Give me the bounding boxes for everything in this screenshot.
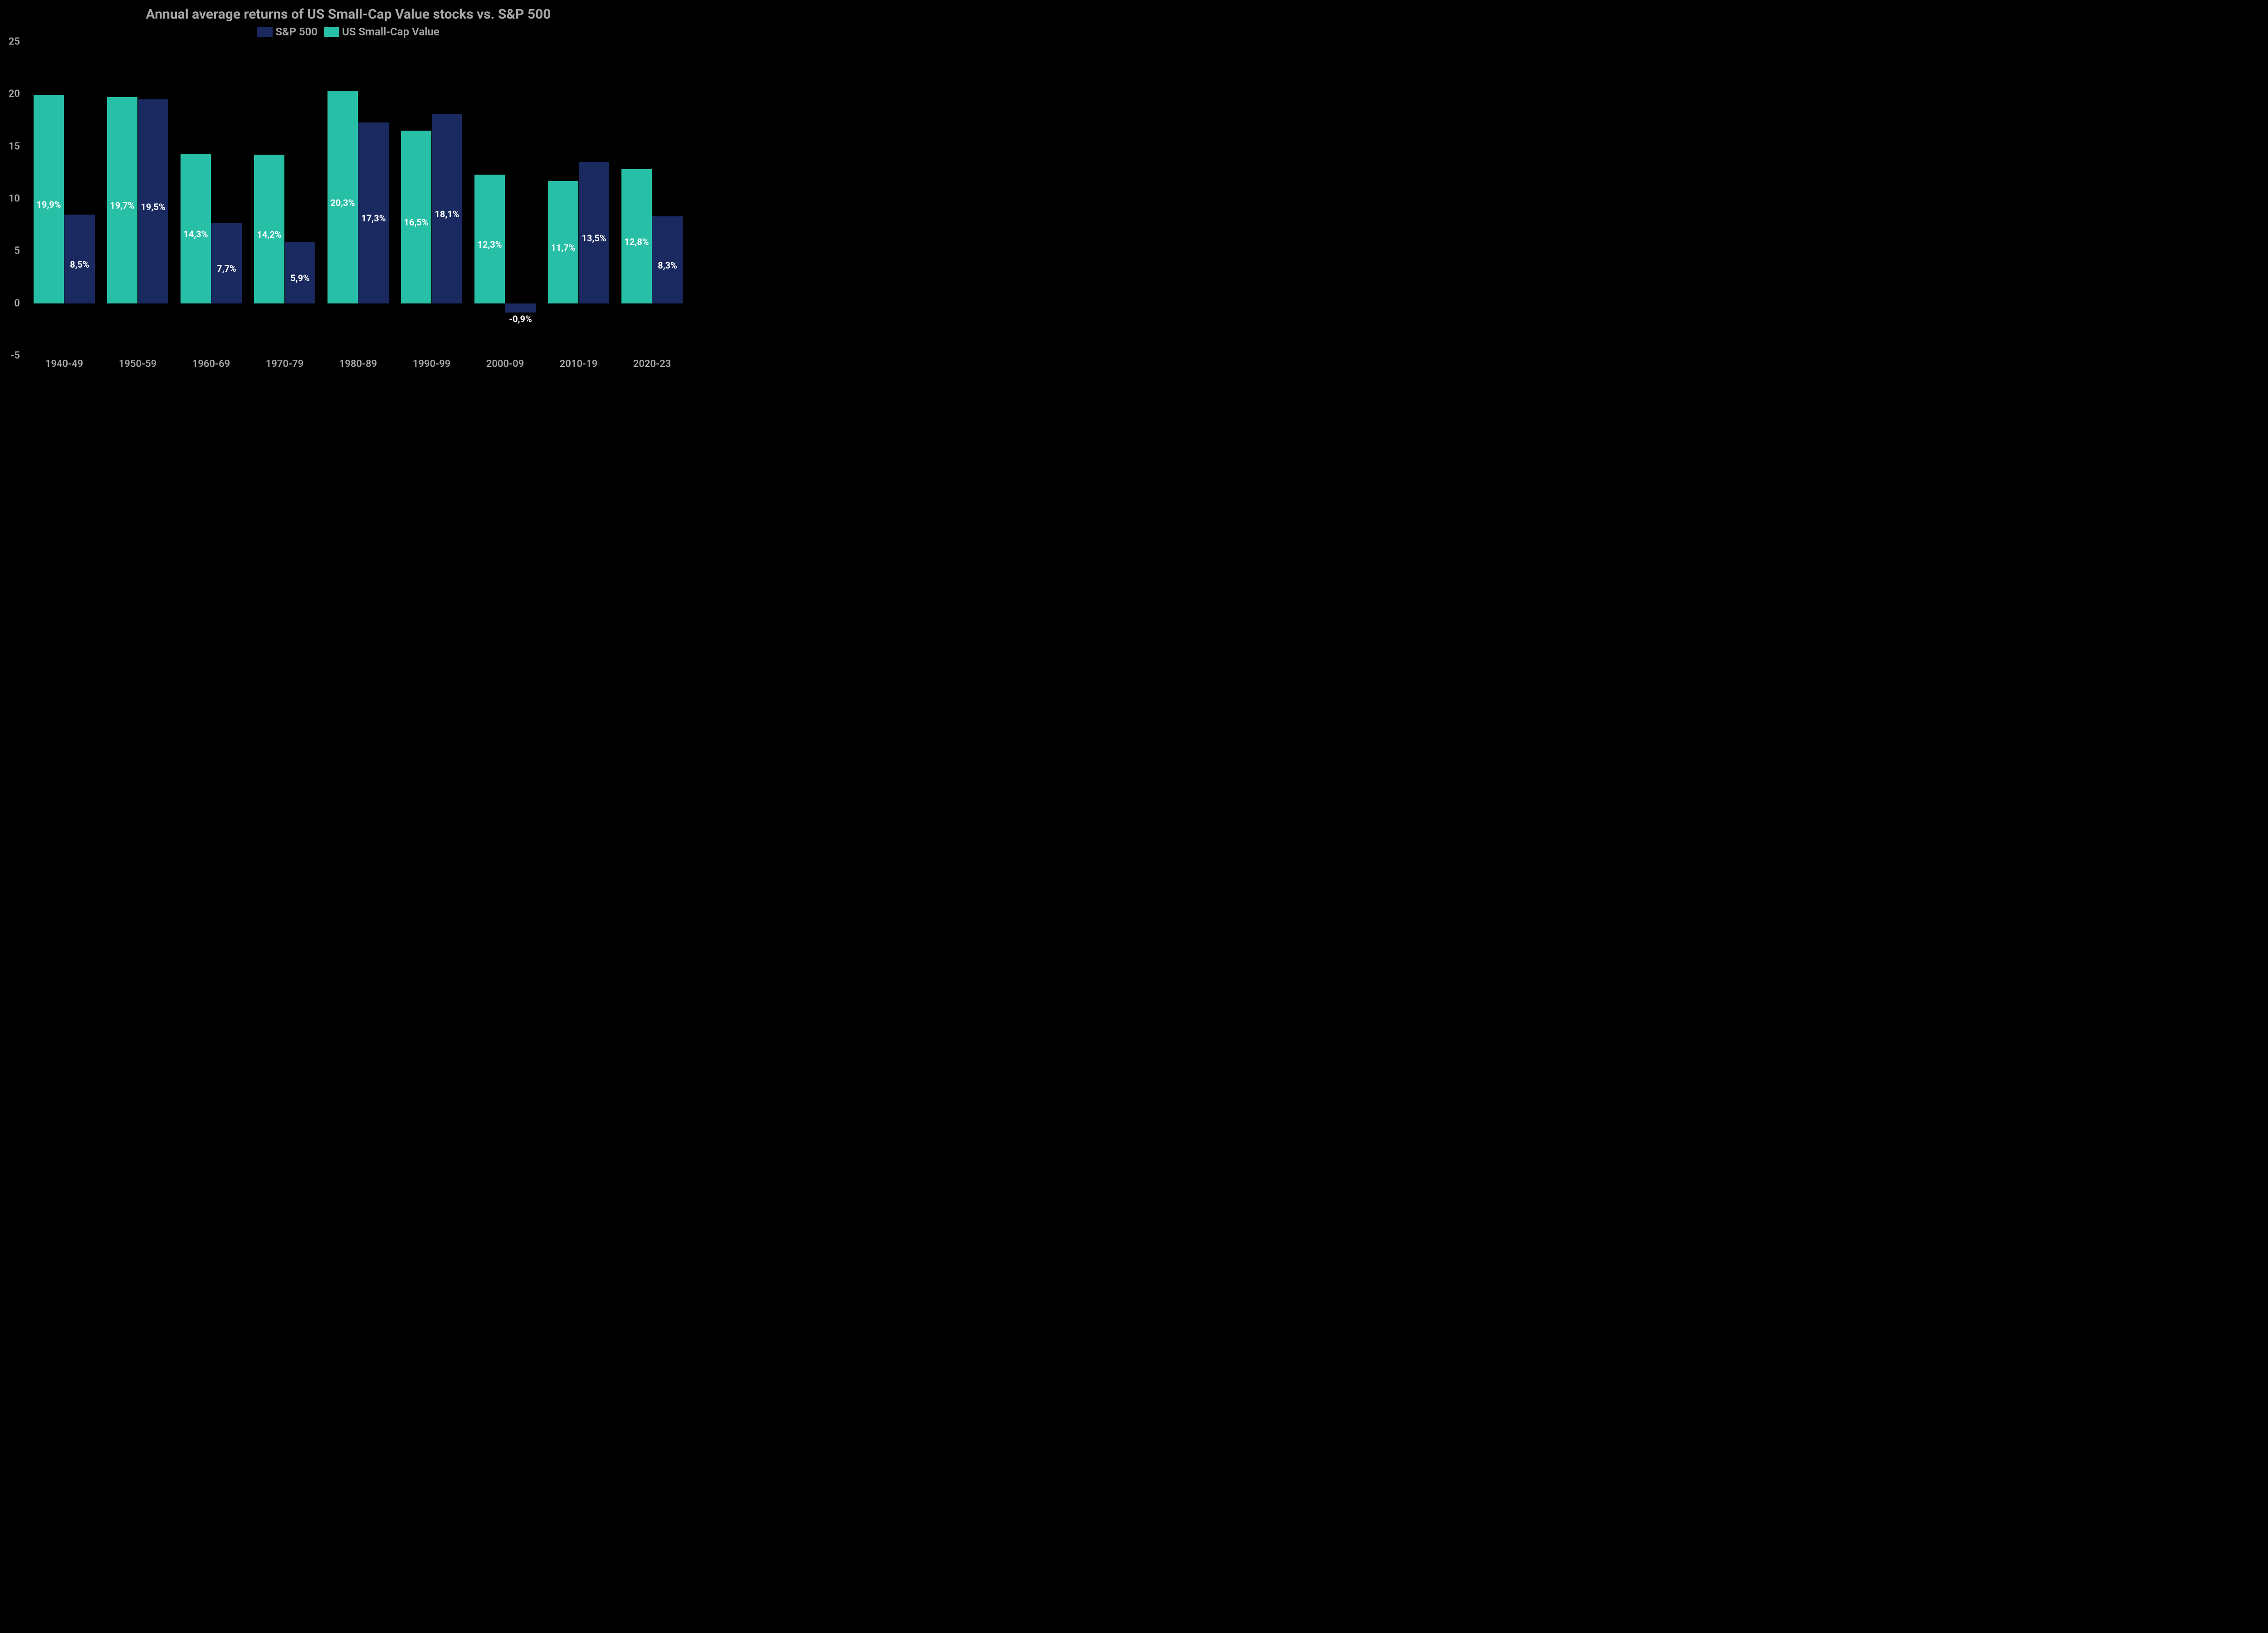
x-tick-label: 1980-89 [339, 358, 377, 370]
x-axis: 1940-49 1950-59 1960-69 1970-79 1980-89 1990-… [27, 358, 686, 376]
bar: 5,9% [285, 242, 315, 303]
bar: 12,8% [621, 169, 652, 303]
legend-label: US Small-Cap Value [342, 25, 440, 38]
bar: 11,7% [548, 181, 578, 303]
legend-item: US Small-Cap Value [324, 25, 440, 38]
bar: 14,2% [254, 155, 284, 303]
bar: 19,7% [107, 97, 137, 303]
bar: 19,9% [34, 95, 64, 303]
x-tick-label: 2020-23 [633, 358, 671, 370]
legend-label: S&P 500 [275, 25, 318, 38]
legend: S&P 500 US Small-Cap Value [0, 25, 697, 38]
x-tick-label: 1970-79 [266, 358, 303, 370]
x-tick-label: 1960-69 [192, 358, 230, 370]
plot-area: 19,9% 8,5% 19,7%19,5% 14,3% 7,7% 14,2% 5,9% 20,… [27, 42, 686, 356]
x-tick-label: 2010-19 [560, 358, 597, 370]
bar: 13,5% [579, 162, 609, 303]
bar-value-label: 19,9% [34, 199, 64, 210]
y-tick-label: 15 [9, 141, 20, 152]
legend-item: S&P 500 [257, 25, 318, 38]
bar: -0,9% [505, 303, 536, 313]
y-tick-label: 10 [9, 193, 20, 205]
bar-value-label: 14,2% [254, 229, 284, 240]
bar-value-label: 5,9% [285, 273, 315, 284]
chart-title: Annual average returns of US Small-Cap V… [0, 6, 697, 22]
x-tick-label: 1950-59 [119, 358, 156, 370]
y-tick-label: 0 [14, 298, 20, 309]
bar: 12,3% [474, 175, 505, 303]
bar-value-label: 14,3% [181, 229, 211, 240]
y-tick-label: 25 [9, 36, 20, 48]
bar: 8,5% [64, 215, 95, 303]
bar-value-label: 12,3% [474, 239, 505, 250]
x-tick-label: 1940-49 [45, 358, 83, 370]
bar: 20,3% [327, 91, 358, 303]
bar: 7,7% [211, 223, 242, 303]
bar-value-label: 16,5% [401, 217, 431, 228]
x-tick-label: 1990-99 [413, 358, 450, 370]
legend-swatch [257, 27, 273, 37]
bar-value-label: 13,5% [579, 233, 609, 244]
bar-value-label: -0,9% [505, 313, 536, 324]
bar-value-label: 20,3% [327, 197, 358, 208]
bar-value-label: 18,1% [432, 209, 462, 220]
x-tick-label: 2000-09 [486, 358, 524, 370]
bar-value-label: 8,5% [64, 259, 95, 270]
y-tick-label: 20 [9, 88, 20, 100]
bar-value-label: 19,7% [107, 200, 137, 211]
bar-value-label: 11,7% [548, 242, 578, 253]
returns-bar-chart: Annual average returns of US Small-Cap V… [0, 0, 697, 392]
bar: 14,3% [181, 154, 211, 303]
bar: 17,3% [358, 122, 389, 303]
y-tick-label: 5 [14, 245, 20, 257]
bar-value-label: 12,8% [621, 236, 652, 247]
bar: 16,5% [401, 131, 431, 303]
bar-value-label: 19,5% [138, 201, 168, 212]
legend-swatch [324, 27, 339, 37]
bar: 19,5% [138, 99, 168, 303]
y-axis: -50510152025 [0, 42, 23, 356]
bar-value-label: 8,3% [652, 260, 683, 271]
bar-value-label: 7,7% [211, 263, 242, 274]
y-tick-label: -5 [10, 350, 20, 362]
bar: 18,1% [432, 114, 462, 303]
bar-value-label: 17,3% [358, 213, 389, 224]
bar: 8,3% [652, 216, 683, 303]
